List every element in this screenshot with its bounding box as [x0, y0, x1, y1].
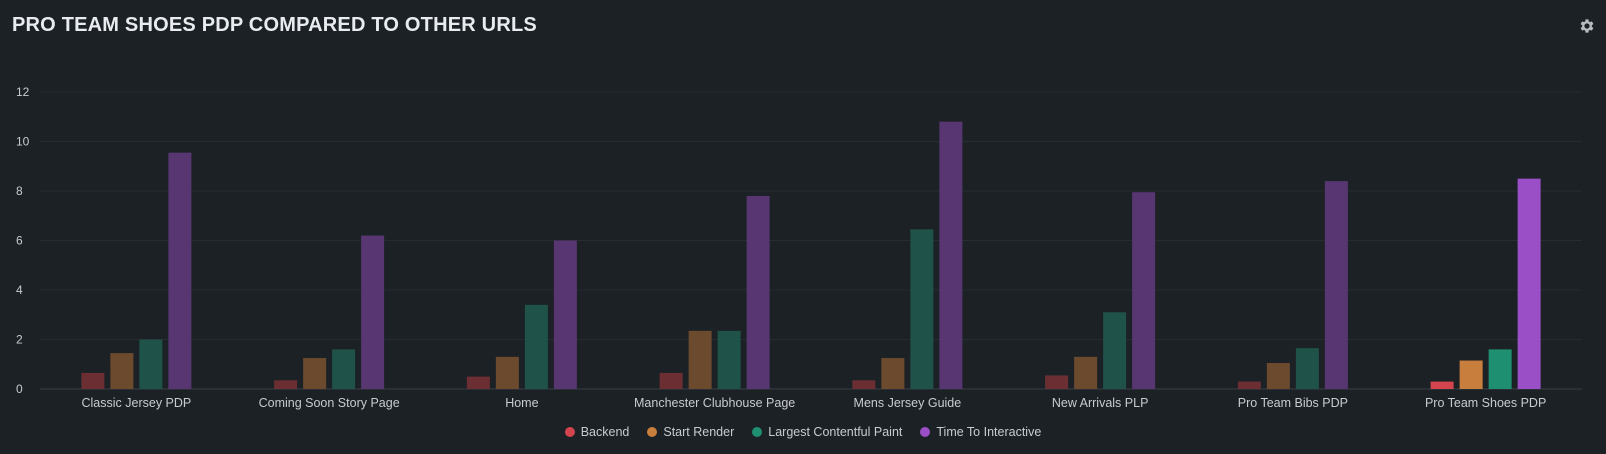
legend-swatch: [564, 427, 575, 437]
bar[interactable]: [1517, 178, 1541, 389]
bar[interactable]: [274, 380, 298, 389]
bar[interactable]: [717, 330, 741, 389]
bar[interactable]: [659, 372, 683, 389]
legend-label: Start Render: [663, 425, 735, 439]
y-tick-label: 6: [16, 234, 23, 248]
bar[interactable]: [852, 380, 876, 389]
gear-icon[interactable]: [1578, 17, 1596, 35]
y-tick-label: 0: [16, 382, 23, 396]
x-tick-label: Coming Soon Story Page: [259, 396, 400, 410]
bar[interactable]: [1103, 312, 1127, 389]
legend-swatch: [647, 427, 658, 437]
bar[interactable]: [332, 349, 356, 389]
y-tick-label: 2: [16, 333, 23, 347]
x-tick-label: Pro Team Bibs PDP: [1238, 396, 1348, 410]
y-tick-label: 8: [16, 184, 23, 198]
bar[interactable]: [303, 358, 327, 389]
bar[interactable]: [361, 235, 385, 389]
bars-layer: [81, 121, 1541, 390]
legend: Backend Start Render Largest Contentful Pa…: [0, 425, 1606, 439]
x-tick-label: Classic Jersey PDP: [82, 396, 192, 410]
bar[interactable]: [110, 353, 134, 389]
labels-layer: 0 2 4 6 8 10 12 Classic Jersey PDP Coming Soon S…: [16, 85, 1546, 410]
legend-swatch: [920, 427, 931, 437]
legend-label: Time To Interactive: [936, 425, 1042, 439]
bar[interactable]: [466, 376, 490, 389]
bar[interactable]: [81, 372, 105, 389]
bar[interactable]: [1266, 363, 1290, 389]
bar[interactable]: [1045, 375, 1069, 389]
bar[interactable]: [495, 356, 519, 389]
x-tick-label: Mens Jersey Guide: [854, 396, 962, 410]
x-tick-label: Home: [505, 396, 538, 410]
bar[interactable]: [553, 240, 577, 390]
bar[interactable]: [1237, 381, 1261, 389]
bar[interactable]: [1430, 381, 1454, 389]
x-tick-label: Manchester Clubhouse Page: [634, 396, 795, 410]
bar[interactable]: [881, 358, 905, 389]
bar[interactable]: [1074, 356, 1098, 389]
bar[interactable]: [1324, 181, 1348, 389]
bar[interactable]: [1459, 360, 1483, 389]
bar[interactable]: [910, 229, 934, 389]
legend-item[interactable]: Time To Interactive: [920, 425, 1041, 439]
x-tick-label: New Arrivals PLP: [1052, 396, 1149, 410]
bar[interactable]: [139, 339, 163, 390]
legend-item[interactable]: Backend: [564, 425, 630, 439]
y-tick-label: 4: [16, 283, 23, 297]
legend-item[interactable]: Largest Contentful Paint: [752, 425, 902, 439]
bar[interactable]: [168, 152, 192, 389]
bar[interactable]: [524, 304, 548, 389]
legend-label: Backend: [580, 425, 630, 439]
bar[interactable]: [1488, 349, 1512, 389]
grid-layer: [40, 91, 1582, 390]
panel-title: PRO TEAM SHOES PDP COMPARED TO OTHER URL…: [12, 14, 537, 36]
bar[interactable]: [1295, 348, 1319, 389]
legend-item[interactable]: Start Render: [647, 425, 734, 439]
bar[interactable]: [939, 121, 963, 389]
y-tick-label: 10: [16, 135, 30, 149]
bar[interactable]: [746, 195, 770, 389]
x-tick-label: Pro Team Shoes PDP: [1425, 396, 1546, 410]
legend-swatch: [752, 427, 763, 437]
bar[interactable]: [688, 330, 712, 389]
y-tick-label: 12: [16, 85, 30, 99]
legend-label: Largest Contentful Paint: [768, 425, 903, 439]
bar[interactable]: [1132, 192, 1156, 389]
